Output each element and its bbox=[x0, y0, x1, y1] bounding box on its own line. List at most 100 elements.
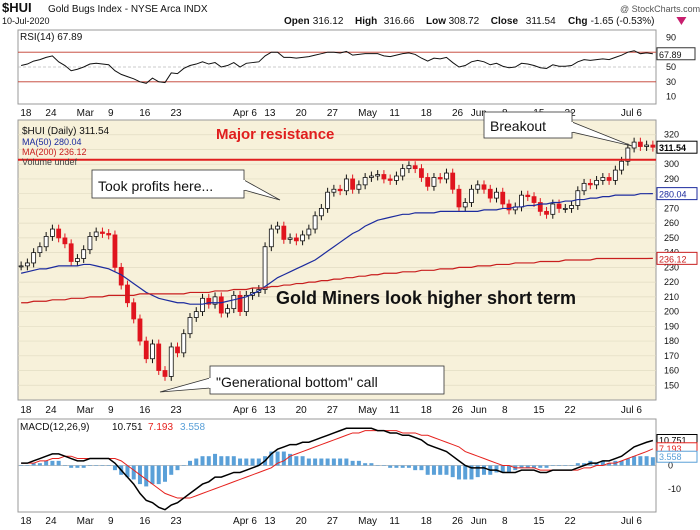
price-x-label: 18 bbox=[20, 405, 32, 416]
macd-histogram-bar bbox=[644, 456, 649, 466]
macd-x-label: 24 bbox=[45, 516, 57, 527]
price-tick: 290 bbox=[664, 174, 679, 184]
macd-histogram-bar bbox=[582, 463, 587, 466]
macd-value-tag bbox=[656, 450, 698, 463]
macd-histogram-bar bbox=[150, 465, 155, 485]
index-name: Gold Bugs Index - NYSE Arca INDX bbox=[48, 4, 208, 15]
candle bbox=[462, 202, 468, 208]
candle bbox=[369, 175, 374, 178]
candle bbox=[218, 296, 224, 314]
macd-histogram-bar bbox=[81, 465, 86, 468]
candle bbox=[18, 265, 24, 268]
candle bbox=[650, 144, 656, 148]
rsi-value-text: 67.89 bbox=[659, 50, 682, 60]
candle bbox=[644, 144, 650, 147]
macd-histogram-bar bbox=[419, 465, 424, 471]
candle bbox=[306, 228, 312, 236]
candle bbox=[193, 311, 199, 318]
macd-histogram-bar bbox=[344, 458, 349, 466]
generational-bottom-callout-box bbox=[209, 365, 445, 395]
macd-histogram-bar bbox=[413, 465, 418, 471]
candle bbox=[168, 346, 174, 377]
macd-histogram-bar bbox=[100, 465, 105, 466]
price-panel bbox=[17, 119, 657, 401]
major-resistance-annotation: Major resistance bbox=[216, 126, 334, 143]
candle bbox=[262, 246, 268, 290]
candle bbox=[200, 297, 205, 312]
macd-histogram-bar bbox=[444, 465, 449, 475]
macd-histogram-bar bbox=[619, 460, 624, 466]
rsi-x-label: 16 bbox=[139, 108, 151, 119]
low-caption: Low bbox=[426, 16, 446, 27]
macd-x-label: 18 bbox=[421, 516, 433, 527]
candle bbox=[525, 194, 531, 198]
macd-histogram-bar bbox=[331, 458, 336, 466]
macd-histogram-bar bbox=[381, 465, 386, 466]
breakout-callout-box bbox=[483, 111, 573, 139]
macd-histogram-bar bbox=[144, 465, 149, 487]
chg-value: -1.65 (-0.53%) bbox=[591, 16, 655, 27]
macd-x-label: 22 bbox=[565, 516, 577, 527]
candle bbox=[62, 237, 68, 245]
candle bbox=[143, 340, 149, 360]
candle bbox=[87, 236, 93, 251]
macd-tag-text: 3.558 bbox=[659, 452, 682, 462]
macd-histogram-bar bbox=[406, 465, 411, 468]
macd-x-label: 15 bbox=[533, 516, 545, 527]
macd-histogram-bar bbox=[563, 465, 568, 466]
candle bbox=[100, 231, 105, 234]
macd-histogram-bar bbox=[188, 460, 193, 466]
macd-tag-text: 10.751 bbox=[659, 436, 687, 446]
macd-x-label: 8 bbox=[502, 516, 508, 527]
candle bbox=[487, 188, 493, 199]
macd-histogram-bar bbox=[338, 458, 343, 466]
macd-histogram-bar bbox=[632, 456, 637, 466]
macd-tag-text: 7.193 bbox=[659, 444, 682, 454]
candle bbox=[75, 258, 80, 262]
macd-histogram-bar bbox=[356, 460, 361, 466]
candle bbox=[37, 246, 43, 254]
ma50-tag bbox=[656, 187, 698, 201]
rsi-x-label: 26 bbox=[452, 108, 464, 119]
rsi-x-label: 9 bbox=[108, 108, 114, 119]
watermark-label: @ StockCharts.com bbox=[620, 4, 700, 14]
rsi-x-label: 23 bbox=[171, 108, 183, 119]
candle bbox=[575, 190, 581, 206]
candle bbox=[325, 191, 331, 209]
rsi-x-label: 20 bbox=[296, 108, 308, 119]
macd-histogram-bar bbox=[607, 463, 612, 466]
candle bbox=[394, 175, 399, 181]
candle bbox=[31, 252, 37, 264]
price-tick: 320 bbox=[664, 130, 679, 140]
macd-x-label: 11 bbox=[389, 516, 400, 527]
macd-histogram-bar bbox=[19, 465, 24, 466]
legend-ma50: MA(50) 280.04 bbox=[22, 137, 82, 147]
candle bbox=[343, 178, 349, 192]
price-tick: 190 bbox=[664, 321, 679, 331]
candle bbox=[494, 191, 499, 199]
candle bbox=[469, 188, 474, 203]
price-tick: 150 bbox=[664, 380, 679, 390]
macd-histogram-bar bbox=[600, 460, 605, 466]
macd-histogram-bar bbox=[319, 458, 324, 466]
candle bbox=[231, 294, 237, 310]
candle bbox=[318, 208, 324, 217]
macd-x-label: Mar bbox=[77, 516, 95, 527]
took-profits-callout-box bbox=[91, 169, 245, 199]
macd-x-label: 20 bbox=[296, 516, 308, 527]
macd-histogram-bar bbox=[369, 463, 374, 466]
candle bbox=[500, 191, 506, 205]
close-caption: Close bbox=[491, 16, 519, 27]
candle bbox=[350, 178, 356, 190]
macd-histogram-bar bbox=[269, 451, 274, 466]
candle bbox=[212, 296, 218, 305]
macd-histogram-bar bbox=[575, 463, 580, 466]
rsi-x-label: Jul 6 bbox=[621, 108, 643, 119]
macd-histogram-bar bbox=[56, 460, 61, 466]
candle bbox=[43, 236, 49, 248]
macd-histogram-bar bbox=[162, 465, 167, 482]
macd-histogram-bar bbox=[532, 465, 537, 468]
price-legend-title: $HUI (Daily) 311.54 bbox=[22, 126, 110, 137]
candle bbox=[243, 294, 249, 312]
candle bbox=[562, 208, 568, 210]
